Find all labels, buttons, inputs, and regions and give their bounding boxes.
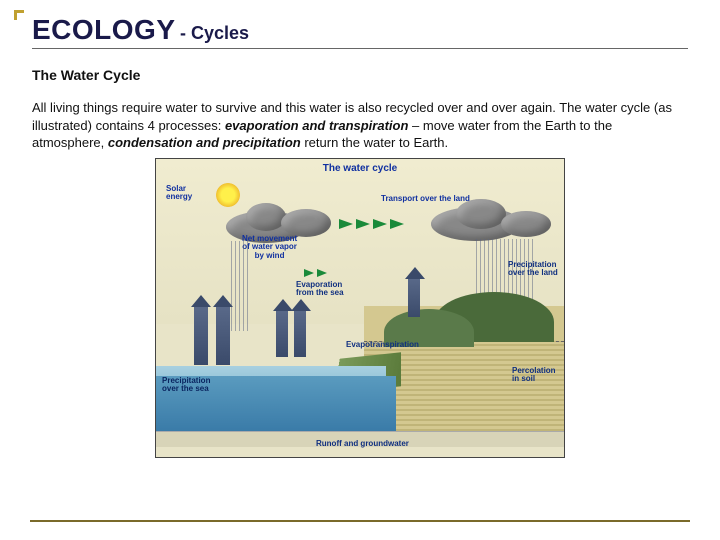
process-evap-trans: evaporation and transpiration	[225, 118, 408, 133]
page-title-main: ECOLOGY	[32, 14, 176, 45]
arrow-netmove-1	[304, 269, 314, 277]
arrow-evap-4	[294, 309, 306, 357]
cloud-left-3	[281, 209, 331, 237]
corner-decoration	[14, 10, 24, 20]
body-paragraph: All living things require water to survi…	[32, 99, 688, 152]
arrow-evapotrans	[408, 277, 420, 317]
arrow-netmove-2	[317, 269, 327, 277]
rain-left	[231, 241, 251, 331]
label-solar-energy: Solar energy	[166, 185, 192, 203]
process-cond-precip: condensation and precipitation	[108, 135, 301, 150]
arrow-evap-3	[276, 309, 288, 357]
label-evap-sea: Evaporation from the sea	[296, 281, 344, 299]
diagram-title: The water cycle	[156, 163, 564, 174]
arrow-transport-3	[373, 219, 387, 229]
sun-icon	[216, 183, 240, 207]
arrow-transport-2	[356, 219, 370, 229]
label-precip-sea: Precipitation over the sea	[162, 377, 210, 395]
label-runoff: Runoff and groundwater	[316, 440, 409, 449]
label-precip-land: Precipitation over the land	[508, 261, 558, 279]
arrow-evap-1	[194, 305, 208, 365]
label-transport: Transport over the land	[381, 195, 470, 204]
water-cycle-diagram: The water cycle Solar energy Transport o…	[155, 158, 565, 458]
body-text-3: return the water to Earth.	[301, 135, 448, 150]
arrow-transport-1	[339, 219, 353, 229]
footer-rule	[30, 520, 690, 522]
arrow-transport-4	[390, 219, 404, 229]
arrow-evap-2	[216, 305, 230, 365]
title-row: ECOLOGY - Cycles	[32, 14, 688, 49]
label-percolation: Percolation in soil	[512, 367, 556, 385]
cloud-right-3	[501, 211, 551, 237]
cloud-left-2	[246, 203, 286, 231]
page-title-sub: - Cycles	[180, 23, 249, 43]
section-heading: The Water Cycle	[32, 67, 688, 83]
label-evapotrans: Evapotranspiration	[346, 341, 419, 350]
